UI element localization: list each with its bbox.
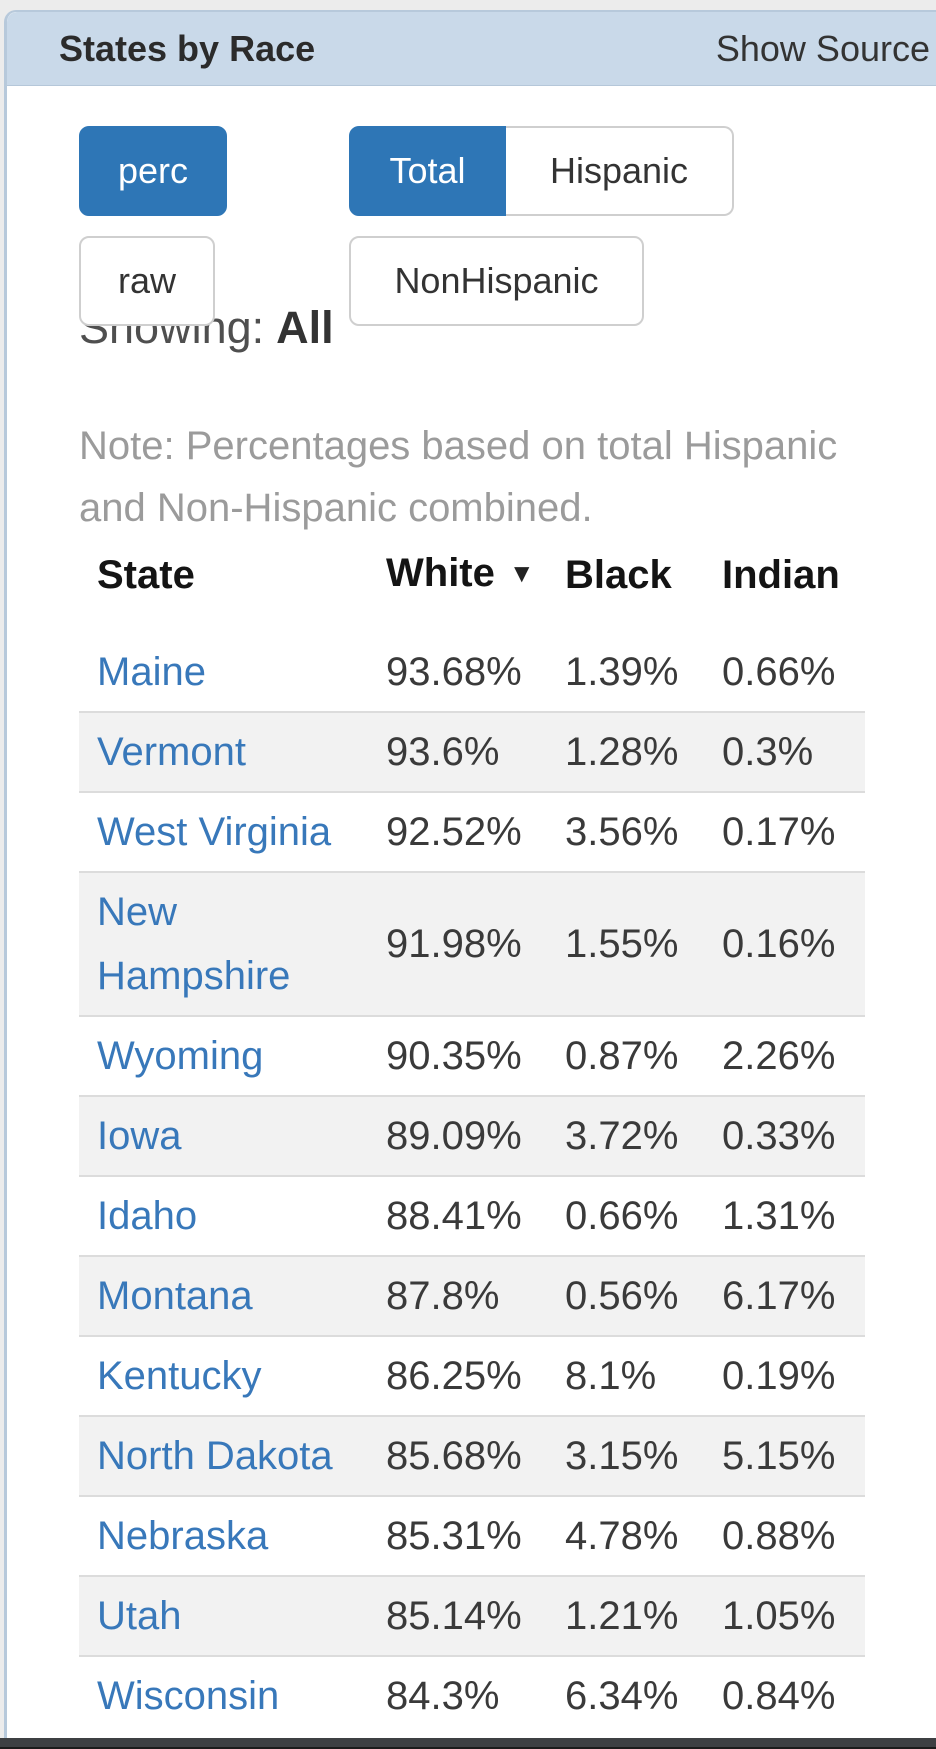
- column-header-white[interactable]: White ▼: [386, 551, 535, 595]
- table-row: New Hampshire 91.98% 1.55% 0.16%: [79, 872, 865, 1016]
- panel-body: perc raw Total Hispanic NonHispanic Show…: [7, 86, 936, 1735]
- sort-desc-icon: ▼: [508, 558, 535, 588]
- table-row: Vermont 93.6% 1.28% 0.3%: [79, 712, 865, 792]
- column-header-black[interactable]: Black: [565, 553, 672, 597]
- white-value: 85.68%: [386, 1434, 522, 1478]
- state-link[interactable]: Maine: [97, 650, 206, 694]
- white-value: 91.98%: [386, 922, 522, 966]
- table-row: Kentucky 86.25% 8.1% 0.19%: [79, 1336, 865, 1416]
- indian-value: 1.05%: [722, 1594, 836, 1638]
- filter-controls: perc raw Total Hispanic NonHispanic: [79, 126, 734, 326]
- state-link[interactable]: Kentucky: [97, 1354, 262, 1398]
- state-link[interactable]: New Hampshire: [97, 890, 291, 998]
- indian-value: 5.15%: [722, 1434, 836, 1478]
- indian-value: 0.3%: [722, 730, 814, 774]
- black-value: 6.34%: [565, 1674, 679, 1718]
- black-value: 1.39%: [565, 650, 679, 694]
- black-value: 3.15%: [565, 1434, 679, 1478]
- state-link[interactable]: Utah: [97, 1594, 182, 1638]
- population-row-2: NonHispanic: [349, 236, 734, 326]
- total-button[interactable]: Total: [349, 126, 506, 216]
- black-value: 4.78%: [565, 1514, 679, 1558]
- black-value: 3.72%: [565, 1114, 679, 1158]
- table-body: Maine 93.68% 1.39% 0.66% Vermont 93.6% 1…: [79, 633, 865, 1735]
- nonhispanic-button[interactable]: NonHispanic: [349, 236, 644, 326]
- indian-value: 1.31%: [722, 1194, 836, 1238]
- metric-button-group: perc raw: [79, 126, 227, 326]
- hispanic-button[interactable]: Hispanic: [506, 126, 734, 216]
- white-value: 90.35%: [386, 1034, 522, 1078]
- white-value: 92.52%: [386, 810, 522, 854]
- table-header: State White ▼ Black Indian: [79, 539, 865, 633]
- column-header-indian[interactable]: Indian: [722, 553, 840, 597]
- black-value: 1.28%: [565, 730, 679, 774]
- white-value: 85.14%: [386, 1594, 522, 1638]
- population-row-1: Total Hispanic: [349, 126, 734, 216]
- indian-value: 0.19%: [722, 1354, 836, 1398]
- state-link[interactable]: Idaho: [97, 1194, 198, 1238]
- indian-value: 0.16%: [722, 922, 836, 966]
- white-value: 93.68%: [386, 650, 522, 694]
- indian-value: 0.33%: [722, 1114, 836, 1158]
- table-row: North Dakota 85.68% 3.15% 5.15%: [79, 1416, 865, 1496]
- population-button-group: Total Hispanic NonHispanic: [349, 126, 734, 326]
- state-link[interactable]: Wyoming: [97, 1034, 264, 1078]
- black-value: 0.56%: [565, 1274, 679, 1318]
- state-link[interactable]: North Dakota: [97, 1434, 333, 1478]
- indian-value: 2.26%: [722, 1034, 836, 1078]
- showing-value: All: [276, 302, 334, 353]
- table-header-row: State White ▼ Black Indian: [79, 539, 865, 633]
- table-row: Nebraska 85.31% 4.78% 0.88%: [79, 1496, 865, 1576]
- table-row: Idaho 88.41% 0.66% 1.31%: [79, 1176, 865, 1256]
- table-row: Wisconsin 84.3% 6.34% 0.84%: [79, 1656, 865, 1735]
- show-source-button[interactable]: Show Source: [715, 27, 930, 69]
- black-value: 8.1%: [565, 1354, 657, 1398]
- states-by-race-panel: States by Race Show Source perc raw Tota…: [4, 10, 936, 1749]
- white-value: 89.09%: [386, 1114, 522, 1158]
- indian-value: 0.84%: [722, 1674, 836, 1718]
- state-link[interactable]: Wisconsin: [97, 1674, 280, 1718]
- bottom-system-bar: [0, 1738, 936, 1749]
- states-table: State White ▼ Black Indian Maine 93.68% 1…: [79, 539, 865, 1735]
- black-value: 1.55%: [565, 922, 679, 966]
- panel-header: States by Race Show Source: [7, 12, 936, 86]
- state-link[interactable]: Iowa: [97, 1114, 182, 1158]
- note-text: Note: Percentages based on total Hispani…: [79, 424, 838, 530]
- table-row: Montana 87.8% 0.56% 6.17%: [79, 1256, 865, 1336]
- indian-value: 0.66%: [722, 650, 836, 694]
- white-value: 88.41%: [386, 1194, 522, 1238]
- black-value: 0.87%: [565, 1034, 679, 1078]
- white-value: 86.25%: [386, 1354, 522, 1398]
- black-value: 3.56%: [565, 810, 679, 854]
- table-row: Iowa 89.09% 3.72% 0.33%: [79, 1096, 865, 1176]
- state-link[interactable]: West Virginia: [97, 810, 332, 854]
- table-row: Utah 85.14% 1.21% 1.05%: [79, 1576, 865, 1656]
- indian-value: 0.88%: [722, 1514, 836, 1558]
- white-value: 85.31%: [386, 1514, 522, 1558]
- white-value: 93.6%: [386, 730, 500, 774]
- table-row: Wyoming 90.35% 0.87% 2.26%: [79, 1016, 865, 1096]
- raw-button[interactable]: raw: [79, 236, 215, 326]
- panel-title: States by Race: [59, 27, 316, 69]
- table-row: West Virginia 92.52% 3.56% 0.17%: [79, 792, 865, 872]
- state-link[interactable]: Vermont: [97, 730, 246, 774]
- white-value: 84.3%: [386, 1674, 500, 1718]
- column-header-state[interactable]: State: [97, 553, 195, 597]
- indian-value: 6.17%: [722, 1274, 836, 1318]
- state-link[interactable]: Nebraska: [97, 1514, 269, 1558]
- white-value: 87.8%: [386, 1274, 500, 1318]
- state-link[interactable]: Montana: [97, 1274, 253, 1318]
- table-row: Maine 93.68% 1.39% 0.66%: [79, 633, 865, 712]
- black-value: 1.21%: [565, 1594, 679, 1638]
- black-value: 0.66%: [565, 1194, 679, 1238]
- perc-button[interactable]: perc: [79, 126, 227, 216]
- indian-value: 0.17%: [722, 810, 836, 854]
